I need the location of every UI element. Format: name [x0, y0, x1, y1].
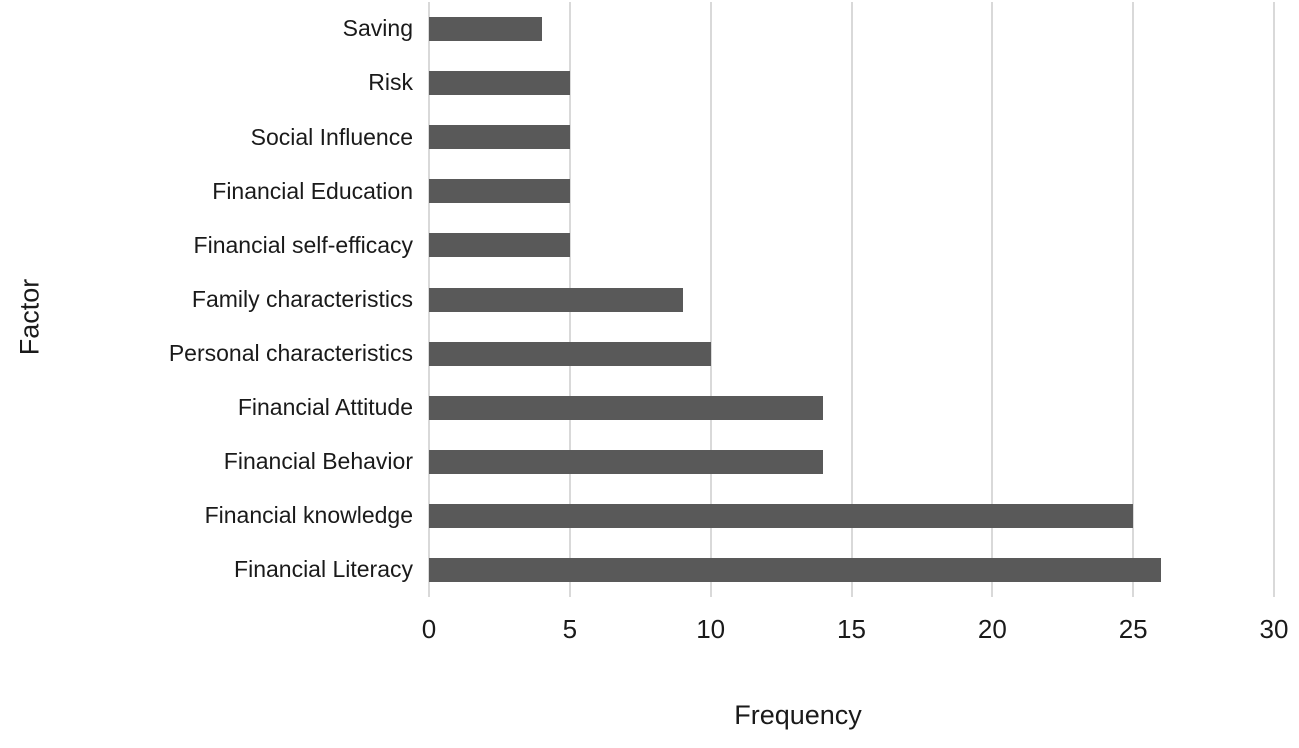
bar — [429, 503, 1134, 528]
x-tick-label: 10 — [696, 614, 726, 644]
gridline — [709, 2, 712, 597]
gridline — [1132, 2, 1135, 597]
bar — [429, 341, 711, 366]
bar — [429, 179, 570, 204]
bar-track — [429, 2, 1274, 56]
category-label: Saving — [342, 15, 413, 42]
x-tick-label: 15 — [837, 614, 866, 644]
bar-row: Financial Attitude — [0, 381, 1274, 435]
category-label: Financial self-efficacy — [193, 231, 413, 258]
x-tick-label: 25 — [1118, 614, 1148, 644]
category-label: Risk — [368, 69, 413, 96]
bar-track — [429, 435, 1274, 489]
bar-track — [429, 543, 1274, 597]
x-axis: 0 5 10 15 20 25 30 — [422, 606, 1289, 652]
bar — [429, 17, 542, 42]
category-label: Financial Attitude — [237, 394, 413, 421]
bar — [429, 233, 570, 258]
bar-track — [429, 327, 1274, 381]
category-label: Financial Behavior — [223, 448, 413, 475]
category-label: Social Influence — [250, 123, 413, 150]
bar-track — [429, 272, 1274, 326]
bar-track — [429, 218, 1274, 272]
gridline — [850, 2, 853, 597]
bar — [429, 287, 683, 312]
bar-track — [429, 381, 1274, 435]
bar-row: Saving — [0, 2, 1274, 56]
category-label: Financial Literacy — [234, 556, 413, 583]
bar — [429, 449, 824, 474]
bar-row: Financial Behavior — [0, 435, 1274, 489]
bar — [429, 395, 824, 420]
bar-track — [429, 110, 1274, 164]
bar — [429, 71, 570, 96]
bar — [429, 125, 570, 150]
bar-rows: Saving Risk Social Influence Financial Educ… — [0, 2, 1274, 597]
category-label: Financial knowledge — [204, 502, 413, 529]
bar-row: Financial knowledge — [0, 489, 1274, 543]
bar-row: Family characteristics — [0, 272, 1274, 326]
category-label: Financial Education — [212, 177, 413, 204]
category-label: Family characteristics — [191, 285, 413, 312]
gridline — [1273, 2, 1275, 597]
x-tick-label: 5 — [562, 614, 578, 644]
bar — [429, 557, 1162, 582]
bar-row: Financial Education — [0, 164, 1274, 218]
bar-row: Financial self-efficacy — [0, 218, 1274, 272]
bar-track — [429, 56, 1274, 110]
gridline — [991, 2, 994, 597]
bar-row: Risk — [0, 56, 1274, 110]
bar-row: Personal characteristics — [0, 327, 1274, 381]
x-axis-title: Frequency — [734, 700, 862, 730]
category-label: Personal characteristics — [168, 339, 413, 366]
x-tick-label: 20 — [977, 614, 1007, 644]
x-tick-label: 0 — [421, 614, 437, 644]
bar-track — [429, 489, 1274, 543]
bar-row: Social Influence — [0, 110, 1274, 164]
bar-track — [429, 164, 1274, 218]
x-tick-label: 30 — [1259, 614, 1289, 644]
bar-row: Financial Literacy — [0, 543, 1274, 597]
